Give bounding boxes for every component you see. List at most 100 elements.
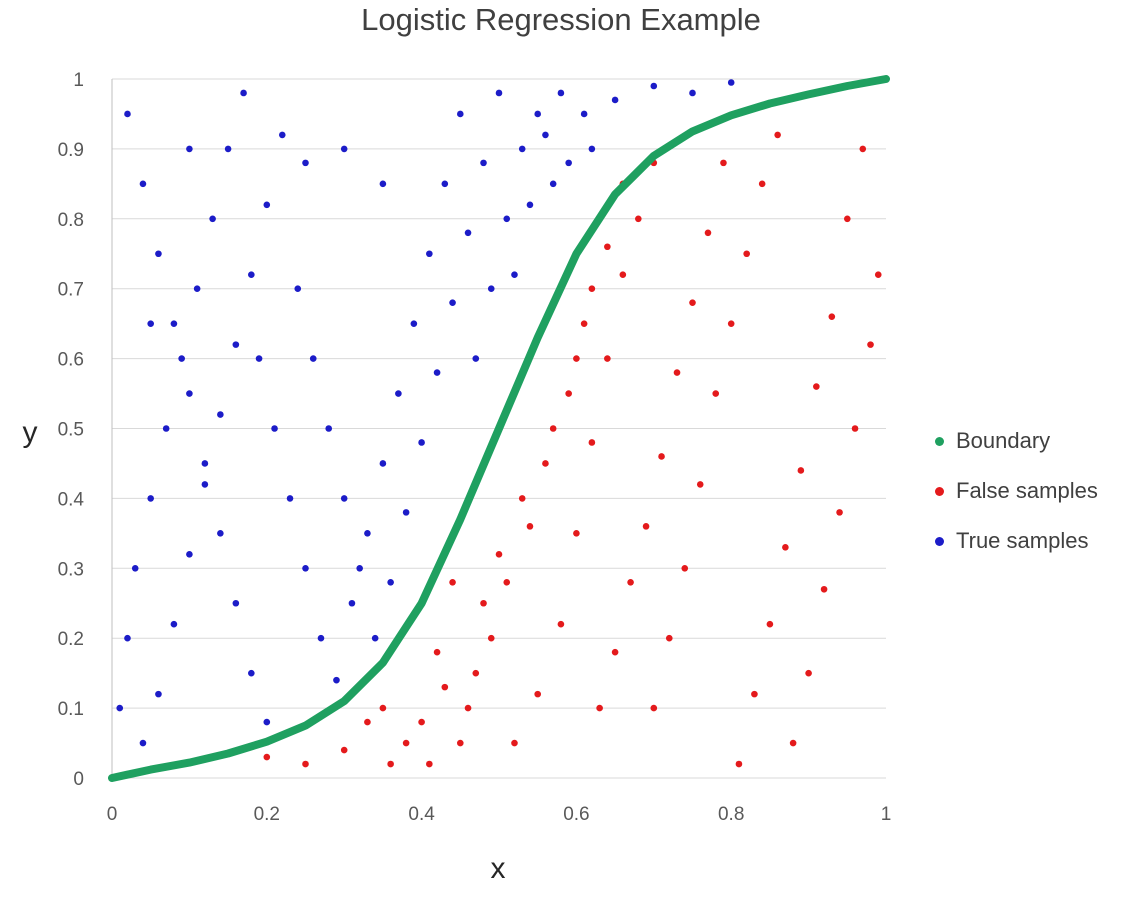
- false-samples-point-66: [549, 425, 557, 432]
- true-samples-point-41: [650, 82, 658, 90]
- false-samples-point-52: [449, 578, 456, 586]
- false-samples-point-54: [402, 739, 410, 747]
- true-samples-point-8: [248, 669, 255, 677]
- false-samples-point-31: [580, 320, 588, 327]
- true-samples-point-10: [131, 565, 139, 572]
- false-samples-point-65: [526, 523, 534, 530]
- true-samples-point-60: [356, 565, 363, 572]
- true-samples-point-46: [139, 739, 147, 747]
- y-tick-label-9: 0.9: [58, 140, 84, 161]
- false-samples-point-1: [534, 690, 541, 698]
- false-samples-point-57: [302, 760, 309, 768]
- true-samples-point-51: [217, 411, 224, 418]
- true-samples-point-54: [263, 201, 271, 209]
- x-tick-label-1: 0.2: [254, 804, 280, 825]
- false-samples-point-16: [774, 131, 781, 139]
- false-samples-point-49: [859, 145, 867, 153]
- false-samples-point-9: [665, 634, 673, 642]
- true-samples-point-30: [441, 180, 449, 188]
- false-samples-point-17: [789, 739, 797, 747]
- true-samples-point-20: [286, 495, 294, 502]
- true-samples-point-76: [340, 145, 348, 153]
- false-samples-point-34: [627, 578, 634, 586]
- true-samples-point-24: [348, 599, 356, 607]
- y-tick-label-5: 0.5: [58, 420, 84, 441]
- scatter-points: [116, 79, 882, 768]
- true-samples-point-14: [193, 285, 201, 293]
- false-samples-point-41: [735, 760, 743, 768]
- true-samples-point-34: [503, 215, 511, 223]
- false-samples-point-27: [495, 551, 503, 558]
- true-samples-point-12: [162, 425, 170, 432]
- false-samples-point-8: [650, 704, 658, 712]
- true-samples-point-44: [116, 704, 124, 712]
- x-tick-labels: 0 0.2 0.4 0.6 0.8 1: [107, 804, 892, 825]
- false-samples-point-36: [658, 453, 665, 460]
- true-samples-point-66: [449, 299, 456, 306]
- true-samples-point-28: [410, 320, 418, 327]
- true-samples-point-18: [255, 355, 263, 362]
- false-samples-point-50: [418, 718, 425, 726]
- true-samples-point-2: [155, 250, 162, 258]
- true-samples-point-37: [549, 180, 557, 188]
- true-samples-point-35: [518, 145, 526, 153]
- true-samples-point-79: [147, 320, 154, 327]
- x-tick-label-3: 0.6: [563, 804, 589, 825]
- false-samples-point-6: [619, 271, 627, 279]
- true-samples-point-36: [534, 110, 541, 118]
- false-samples-point-44: [782, 544, 789, 551]
- false-samples-point-18: [805, 669, 812, 677]
- true-samples-point-9: [263, 718, 271, 726]
- false-samples-point-4: [588, 439, 596, 446]
- boundary-line: [108, 75, 890, 782]
- false-samples-point-64: [503, 578, 511, 586]
- true-samples-point-59: [340, 495, 348, 502]
- true-samples-point-21: [302, 565, 309, 572]
- false-samples-point-51: [433, 648, 441, 656]
- x-tick-label-2: 0.4: [408, 804, 435, 825]
- false-samples-point-67: [573, 355, 580, 362]
- true-samples-point-13: [178, 355, 185, 362]
- true-samples-point-22: [317, 634, 325, 642]
- x-axis-label: x: [491, 852, 506, 885]
- legend-swatch-boundary: [935, 436, 944, 446]
- false-samples-point-69: [604, 243, 611, 251]
- false-samples-point-28: [518, 495, 526, 502]
- false-samples-point-37: [673, 369, 681, 376]
- true-samples-point-75: [379, 180, 387, 188]
- true-samples-point-38: [565, 159, 572, 167]
- false-samples-point-20: [836, 509, 843, 516]
- legend-label-true-samples: True samples: [956, 528, 1089, 553]
- true-samples-point-58: [325, 425, 333, 432]
- true-samples-point-74: [588, 145, 596, 153]
- true-samples-point-32: [472, 355, 480, 362]
- true-samples-point-50: [201, 481, 209, 488]
- true-samples-point-47: [155, 690, 162, 698]
- legend-swatch-true-samples: [935, 536, 944, 546]
- true-samples-point-4: [186, 390, 193, 397]
- true-samples-point-7: [232, 599, 240, 607]
- true-samples-point-16: [224, 145, 232, 153]
- false-samples-point-42: [751, 690, 758, 698]
- true-samples-point-55: [278, 131, 286, 139]
- true-samples-point-17: [240, 89, 247, 97]
- true-samples-point-65: [433, 369, 441, 376]
- true-samples-point-70: [511, 271, 518, 279]
- y-tick-label-1: 0.1: [58, 699, 84, 720]
- true-samples-point-25: [364, 530, 371, 537]
- true-samples-point-77: [302, 159, 309, 167]
- false-samples-point-11: [696, 481, 704, 488]
- false-samples-point-3: [573, 530, 580, 537]
- false-samples-point-32: [596, 704, 603, 712]
- true-samples-point-39: [580, 110, 588, 118]
- gridlines: [111, 78, 886, 779]
- false-samples-point-61: [426, 760, 433, 768]
- false-samples-point-30: [565, 390, 572, 397]
- true-samples-point-56: [294, 285, 302, 293]
- true-samples-point-40: [611, 96, 619, 104]
- true-samples-point-0: [124, 110, 131, 118]
- false-samples-point-33: [611, 648, 619, 656]
- true-samples-point-1: [139, 180, 147, 188]
- legend-item-true-samples: True samples: [935, 516, 1098, 566]
